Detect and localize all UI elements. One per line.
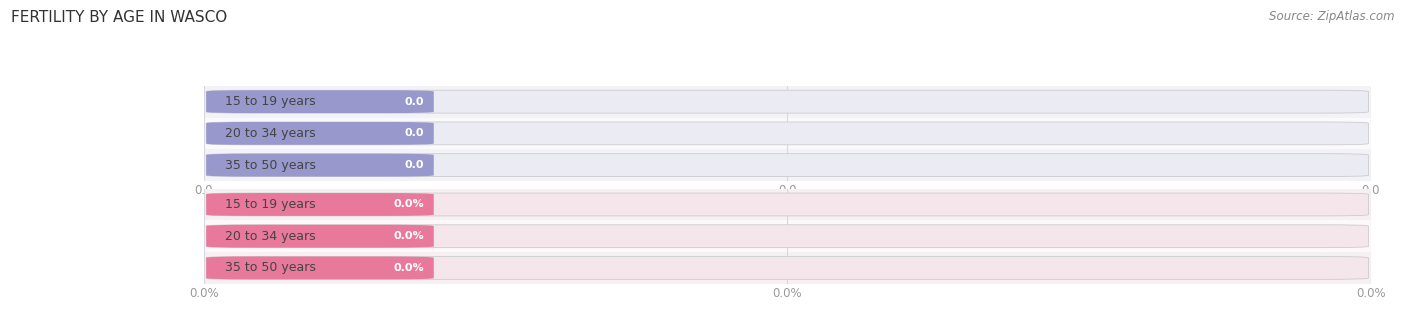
- Bar: [204, 189, 1371, 220]
- FancyBboxPatch shape: [207, 154, 434, 177]
- Bar: [204, 149, 1371, 181]
- Text: 0.0: 0.0: [405, 160, 425, 170]
- FancyBboxPatch shape: [207, 225, 1368, 248]
- Text: 35 to 50 years: 35 to 50 years: [225, 159, 316, 172]
- Text: 15 to 19 years: 15 to 19 years: [225, 198, 315, 211]
- FancyBboxPatch shape: [207, 256, 1368, 280]
- Text: 35 to 50 years: 35 to 50 years: [225, 261, 316, 275]
- FancyBboxPatch shape: [207, 90, 434, 113]
- FancyBboxPatch shape: [207, 256, 434, 280]
- Text: 20 to 34 years: 20 to 34 years: [225, 230, 315, 243]
- Text: 20 to 34 years: 20 to 34 years: [225, 127, 315, 140]
- FancyBboxPatch shape: [207, 122, 434, 145]
- FancyBboxPatch shape: [207, 154, 1368, 177]
- Bar: [204, 252, 1371, 284]
- Text: 0.0%: 0.0%: [394, 263, 425, 273]
- Bar: [204, 86, 1371, 117]
- FancyBboxPatch shape: [207, 193, 1368, 216]
- Text: 0.0: 0.0: [405, 97, 425, 107]
- Text: 15 to 19 years: 15 to 19 years: [225, 95, 315, 108]
- Text: 0.0%: 0.0%: [394, 199, 425, 210]
- FancyBboxPatch shape: [207, 90, 1368, 113]
- FancyBboxPatch shape: [207, 193, 434, 216]
- Text: Source: ZipAtlas.com: Source: ZipAtlas.com: [1270, 10, 1395, 23]
- Text: 0.0: 0.0: [405, 128, 425, 138]
- Text: FERTILITY BY AGE IN WASCO: FERTILITY BY AGE IN WASCO: [11, 10, 228, 25]
- Text: 0.0%: 0.0%: [394, 231, 425, 241]
- Bar: [204, 220, 1371, 252]
- FancyBboxPatch shape: [207, 225, 434, 248]
- FancyBboxPatch shape: [207, 122, 1368, 145]
- Bar: [204, 117, 1371, 149]
